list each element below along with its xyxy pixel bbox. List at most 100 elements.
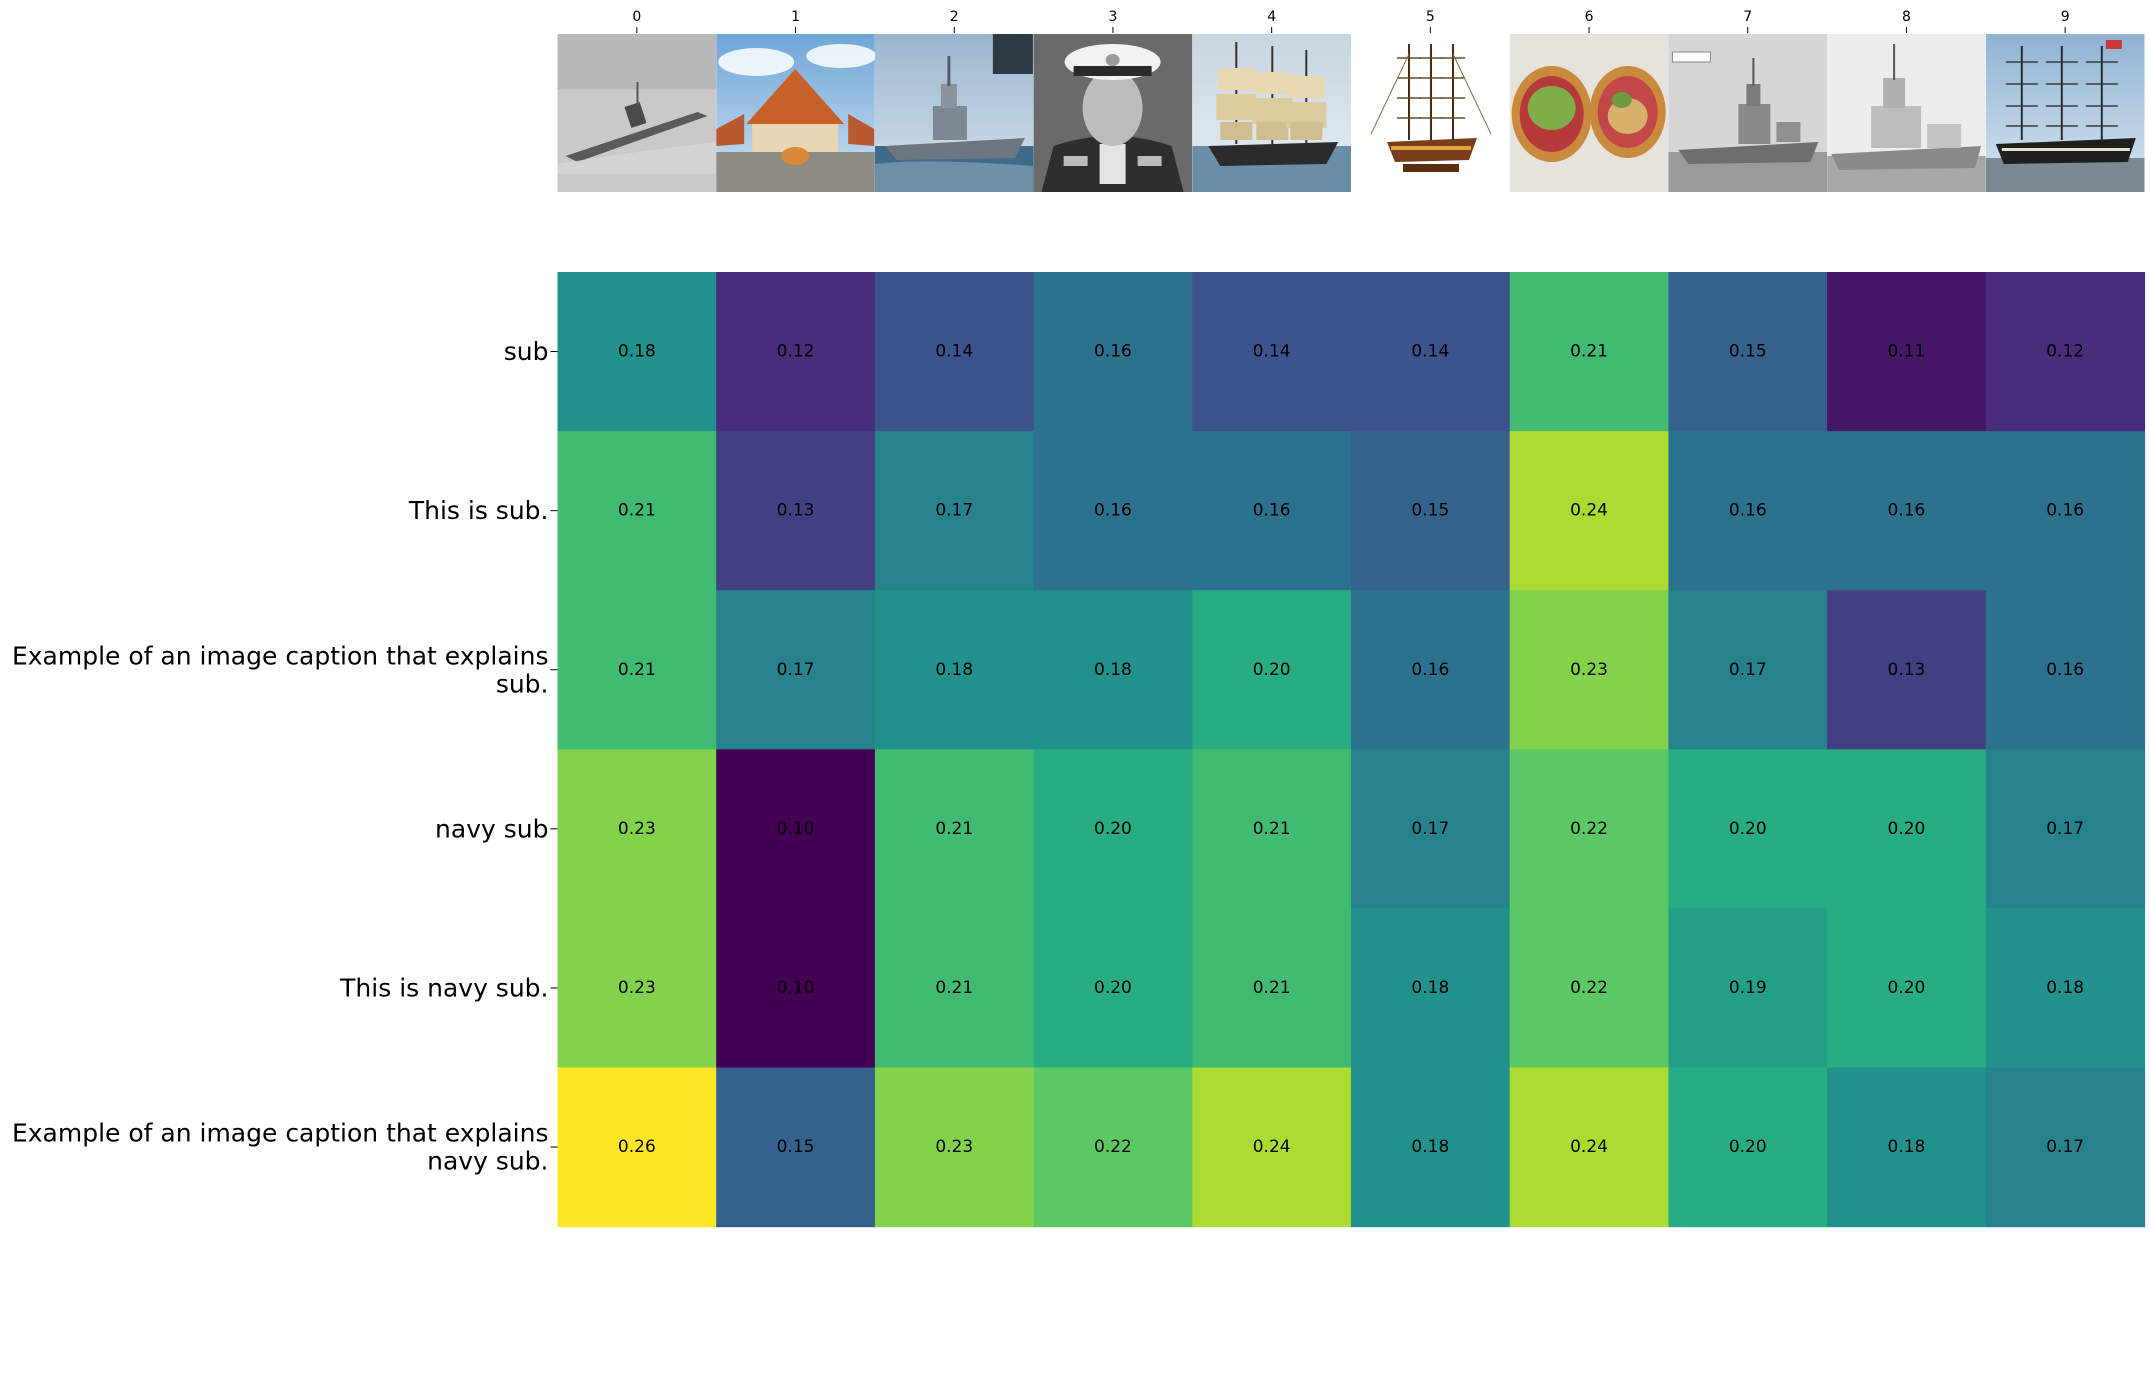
x-tick-label: 1 xyxy=(791,9,800,25)
cell-value-label: 0.22 xyxy=(1094,1137,1132,1157)
y-tick-label: sub xyxy=(504,337,549,366)
cell-value-label: 0.24 xyxy=(1253,1137,1291,1157)
y-tick-label: navy sub xyxy=(435,814,548,843)
x-tick-label: 7 xyxy=(1743,9,1752,25)
heatmap-cell-r4-c5 xyxy=(1351,908,1511,1069)
cell-value-label: 0.10 xyxy=(777,978,815,998)
heatmap-cell-r4-c6 xyxy=(1509,908,1669,1069)
heatmap-cell-r0-c3 xyxy=(1033,272,1193,432)
heatmap-cell-r5-c7 xyxy=(1668,1067,1828,1228)
heatmap-cell-r2-c4 xyxy=(1192,590,1352,750)
cell-value-label: 0.17 xyxy=(777,660,815,680)
thumbnail-image-7 xyxy=(1668,34,1828,192)
thumbnail-image-2 xyxy=(874,34,1034,192)
heatmap-cell-r1-c3 xyxy=(1033,431,1193,591)
x-tick-label: 9 xyxy=(2061,9,2070,25)
y-tick-label: Example of an image caption that explain… xyxy=(12,641,549,698)
image-thumbnail-row xyxy=(557,34,2145,192)
heatmap-cell-r2-c7 xyxy=(1668,590,1828,750)
heatmap-cell-r4-c7 xyxy=(1668,908,1828,1069)
cell-value-label: 0.16 xyxy=(1888,501,1926,521)
heatmap-cells: 0.18 0.12 0.14 0.16 0.14 0.14 0.21 0.15 0.11 0.12… xyxy=(557,272,2146,1228)
heatmap-cell-r1-c1 xyxy=(716,431,876,591)
cell-value-label: 0.10 xyxy=(777,819,815,839)
cell-value-label: 0.23 xyxy=(618,819,656,839)
heatmap-cell-r4-c0 xyxy=(557,908,717,1069)
heatmap-cell-r4-c4 xyxy=(1192,908,1352,1069)
cell-value-label: 0.22 xyxy=(1570,978,1608,998)
cell-value-label: 0.13 xyxy=(777,501,815,521)
y-tick-label: This is navy sub. xyxy=(339,973,548,1002)
cell-value-label: 0.15 xyxy=(777,1137,815,1157)
cell-value-label: 0.13 xyxy=(1888,660,1926,680)
cell-value-label: 0.20 xyxy=(1094,978,1132,998)
cell-value-label: 0.20 xyxy=(1729,819,1767,839)
cell-value-label: 0.12 xyxy=(777,342,815,362)
heatmap-cell-r2-c0 xyxy=(557,590,717,750)
heatmap-cell-r0-c4 xyxy=(1192,272,1352,432)
cell-value-label: 0.18 xyxy=(1888,1137,1926,1157)
y-tick-label: This is sub. xyxy=(408,496,549,525)
cell-value-label: 0.23 xyxy=(1570,660,1608,680)
x-tick-label: 0 xyxy=(632,9,641,25)
x-tick-label: 6 xyxy=(1585,9,1594,25)
heatmap-cell-r1-c8 xyxy=(1827,431,1987,591)
heatmap-cell-r0-c9 xyxy=(1985,272,2146,432)
cell-value-label: 0.21 xyxy=(935,819,973,839)
heatmap-cell-r4-c9 xyxy=(1985,908,2146,1069)
cell-value-label: 0.23 xyxy=(618,978,656,998)
cell-value-label: 0.21 xyxy=(1253,819,1291,839)
heatmap-cell-r3-c7 xyxy=(1668,749,1828,909)
cell-value-label: 0.21 xyxy=(935,978,973,998)
cell-value-label: 0.14 xyxy=(935,342,973,362)
x-axis-ticks: 0 1 2 3 4 5 6 7 8 9 xyxy=(632,9,2070,33)
thumbnail-image-9 xyxy=(1985,34,2145,192)
heatmap-cell-r0-c0 xyxy=(557,272,717,432)
heatmap-cell-r5-c1 xyxy=(716,1067,876,1228)
thumbnail-image-6 xyxy=(1509,34,1669,192)
heatmap-cell-r2-c2 xyxy=(874,590,1035,750)
cell-value-label: 0.18 xyxy=(935,660,973,680)
heatmap-cell-r3-c4 xyxy=(1192,749,1352,909)
cell-value-label: 0.17 xyxy=(1411,819,1449,839)
heatmap-cell-r5-c2 xyxy=(874,1067,1035,1228)
cell-value-label: 0.24 xyxy=(1570,1137,1608,1157)
cell-value-label: 0.18 xyxy=(2046,978,2084,998)
cell-value-label: 0.21 xyxy=(1253,978,1291,998)
cell-value-label: 0.17 xyxy=(1729,660,1767,680)
heatmap-cell-r3-c9 xyxy=(1985,749,2146,909)
thumbnail-image-3 xyxy=(1033,34,1193,192)
cell-value-label: 0.22 xyxy=(1570,819,1608,839)
cell-value-label: 0.14 xyxy=(1411,342,1449,362)
heatmap-cell-r5-c4 xyxy=(1192,1067,1352,1228)
heatmap-cell-r3-c8 xyxy=(1827,749,1987,909)
heatmap-cell-r3-c0 xyxy=(557,749,717,909)
thumbnail-image-5 xyxy=(1351,34,1510,192)
cell-value-label: 0.16 xyxy=(1253,501,1291,521)
cell-value-label: 0.20 xyxy=(1888,978,1926,998)
heatmap-cell-r1-c2 xyxy=(874,431,1035,591)
cell-value-label: 0.14 xyxy=(1253,342,1291,362)
cell-value-label: 0.12 xyxy=(2046,342,2084,362)
heatmap-cell-r1-c9 xyxy=(1985,431,2146,591)
heatmap-cell-r0-c1 xyxy=(716,272,876,432)
heatmap-cell-r5-c8 xyxy=(1827,1067,1987,1228)
heatmap-cell-r0-c5 xyxy=(1351,272,1511,432)
cell-value-label: 0.18 xyxy=(1411,1137,1449,1157)
cell-value-label: 0.24 xyxy=(1570,501,1608,521)
heatmap-cell-r1-c5 xyxy=(1351,431,1511,591)
heatmap-cell-r3-c5 xyxy=(1351,749,1511,909)
heatmap-cell-r5-c5 xyxy=(1351,1067,1511,1228)
cell-value-label: 0.15 xyxy=(1729,342,1767,362)
heatmap-cell-r2-c8 xyxy=(1827,590,1987,750)
cell-value-label: 0.16 xyxy=(1729,501,1767,521)
cell-value-label: 0.11 xyxy=(1888,342,1926,362)
cell-value-label: 0.16 xyxy=(1094,342,1132,362)
cell-value-label: 0.21 xyxy=(1570,342,1608,362)
heatmap-cell-r0-c6 xyxy=(1509,272,1669,432)
x-tick-label: 8 xyxy=(1902,9,1911,25)
heatmap-cell-r5-c9 xyxy=(1985,1067,2146,1228)
heatmap-cell-r1-c7 xyxy=(1668,431,1828,591)
heatmap-cell-r5-c3 xyxy=(1033,1067,1193,1228)
